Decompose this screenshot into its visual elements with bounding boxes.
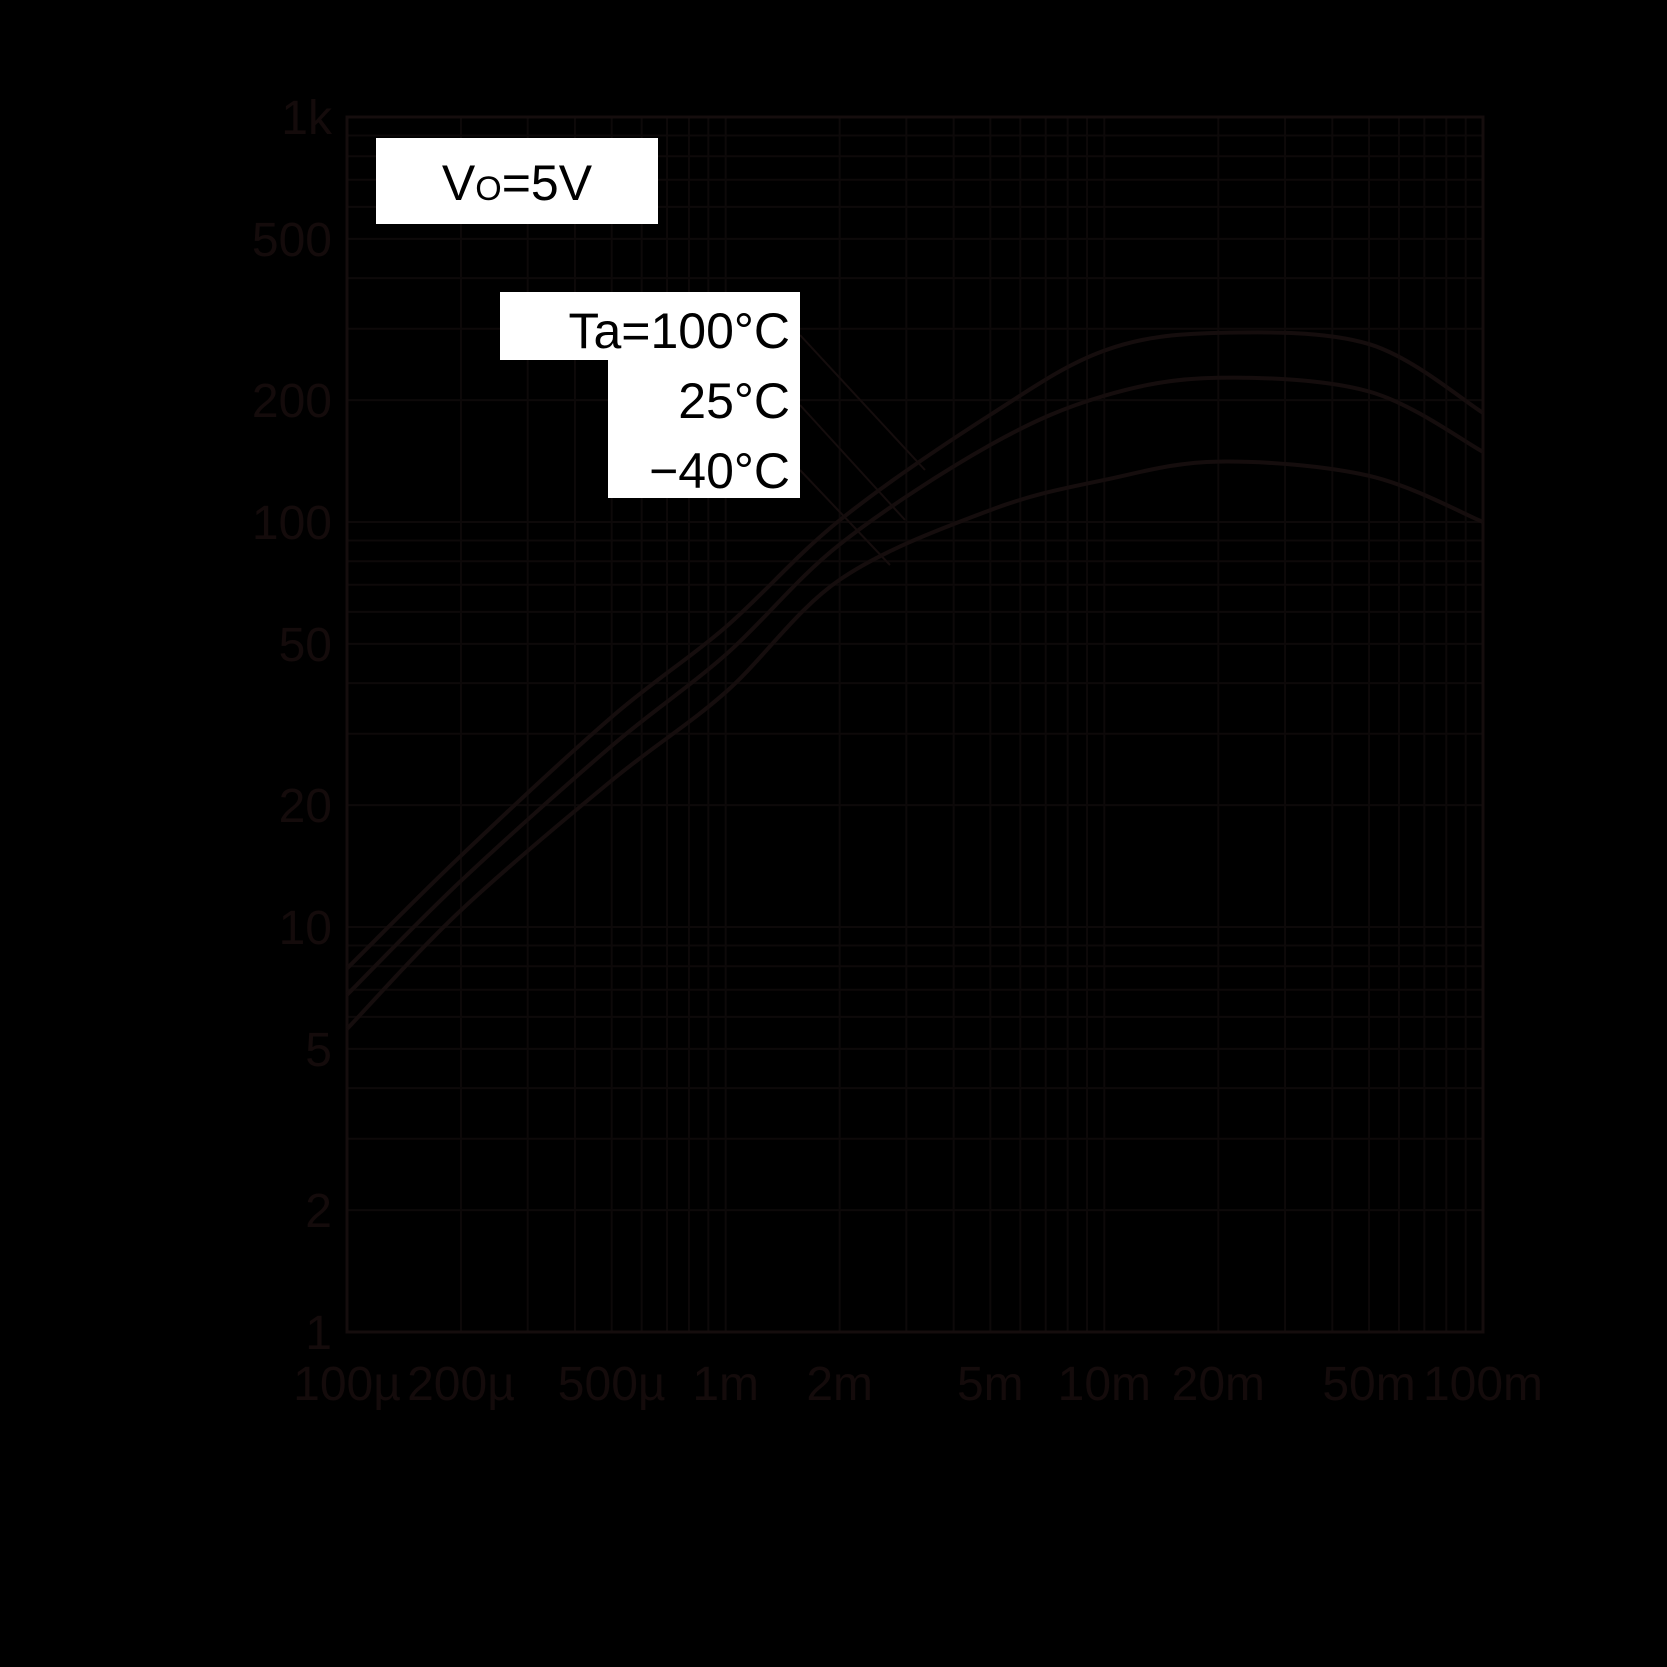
y-tick-labels: 1 2 5 10 20 50 100 200 500 1k [252,92,333,1360]
legend-box-bottom [608,358,800,498]
leader-line-1 [799,404,906,521]
x-tick-label: 100m [1423,1358,1543,1411]
y-tick-label: 20 [279,780,332,833]
series-line-0 [345,330,1485,970]
x-tick-label: 1m [692,1358,759,1411]
leader-lines [799,334,926,566]
y-tick-label: 10 [279,902,332,955]
condition-box [376,138,658,224]
x-tick-label: 2m [806,1358,873,1411]
condition-label: VO=5V [442,155,593,211]
y-tick-label: 500 [252,214,332,267]
series-line-2 [345,459,1484,1031]
y-tick-label: 100 [252,497,332,550]
x-tick-label: 20m [1172,1358,1265,1411]
x-tick-label: 200µ [407,1358,515,1411]
x-tick-label: 50m [1322,1358,1415,1411]
y-tick-label: 2 [305,1185,332,1238]
x-tick-labels: 100µ 200µ 500µ 1m 2m 5m 10m 20m 50m 100m [293,1358,1543,1411]
y-tick-label: 5 [305,1024,332,1077]
x-tick-label: 100µ [293,1358,401,1411]
x-tick-label: 10m [1058,1358,1151,1411]
plot-frame [345,115,1485,1334]
y-tick-label: 1k [281,92,333,145]
legend-box-top [500,292,800,360]
x-tick-label: 5m [957,1358,1024,1411]
y-tick-label: 50 [279,619,332,672]
x-tick-label: 500µ [558,1358,666,1411]
leader-line-2 [799,469,891,566]
y-tick-label: 1 [305,1307,332,1360]
series-label-100c: Ta=100°C [568,303,790,359]
series-lines [345,330,1485,1031]
y-tick-label: 200 [252,375,332,428]
series-label-25c: 25°C [678,373,790,429]
series-label-minus40c: −40°C [649,443,790,499]
leader-line-0 [799,334,926,471]
series-line-1 [345,375,1484,997]
